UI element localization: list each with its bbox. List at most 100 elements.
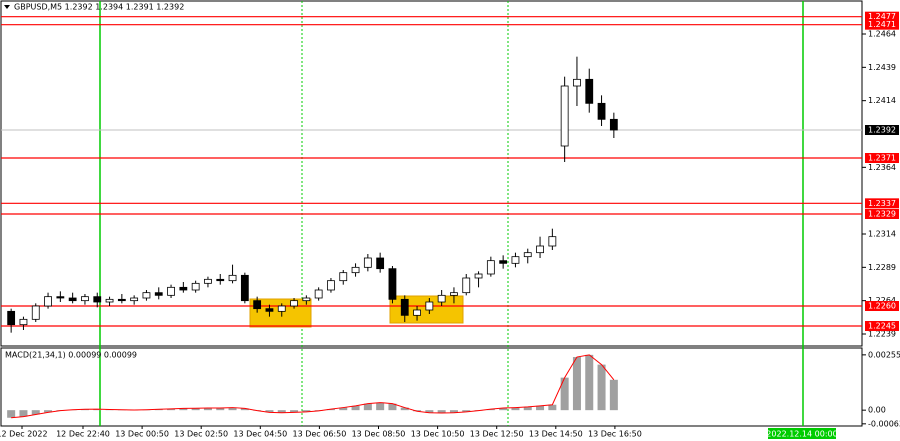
- candle-body: [425, 301, 434, 311]
- y-tick-label: 1.2464: [868, 30, 896, 39]
- candle-body: [376, 257, 385, 270]
- candle-body: [191, 282, 200, 291]
- x-tick-label: 13 Dec 14:50: [529, 430, 583, 439]
- chart-title: GBPUSD,M5 1.2392 1.2394 1.2391 1.2392: [14, 3, 184, 12]
- macd-bar: [179, 408, 188, 411]
- macd-bar: [191, 408, 200, 411]
- macd-bar: [326, 409, 335, 411]
- candle-body: [228, 274, 237, 282]
- collapse-icon: [4, 5, 10, 9]
- candle-body: [81, 296, 89, 302]
- candle-body: [105, 298, 114, 303]
- level-label-box: [865, 153, 899, 163]
- candle-body: [536, 245, 544, 254]
- macd-bar: [597, 364, 606, 411]
- time-marker-label: 2022.12.14 00:00: [766, 430, 837, 439]
- macd-bar: [609, 379, 618, 411]
- candle-body: [548, 236, 557, 247]
- macd-bar: [548, 404, 557, 411]
- macd-pane: [0, 347, 863, 427]
- x-tick-label: 13 Dec 12:50: [470, 430, 524, 439]
- candle-body: [363, 257, 372, 268]
- macd-bar: [511, 407, 520, 411]
- macd-bar: [167, 408, 176, 411]
- x-tick-label: 13 Dec 02:50: [174, 430, 228, 439]
- candle-body: [130, 297, 139, 302]
- candle-body: [462, 277, 471, 294]
- macd-bar: [486, 409, 495, 411]
- macd-bar: [499, 407, 508, 411]
- candle-body: [204, 278, 212, 284]
- level-label: 1.2477: [868, 12, 896, 21]
- y-tick-label: 1.2364: [868, 163, 896, 172]
- level-label: 1.2329: [868, 210, 896, 219]
- y-tick-label: 0.00255: [868, 350, 900, 359]
- candle-body: [388, 268, 397, 300]
- candle-body: [31, 305, 40, 320]
- macd-bar: [572, 357, 581, 411]
- level-label-box: [865, 19, 899, 30]
- candle-body: [573, 78, 581, 87]
- level-label-box: [865, 11, 899, 22]
- candle-body: [19, 318, 28, 326]
- macd-bar: [339, 407, 348, 411]
- level-label-box: [865, 198, 899, 209]
- macd-bar: [400, 407, 409, 411]
- candle-body: [253, 300, 262, 310]
- candle-body: [597, 102, 606, 120]
- candle-body: [56, 296, 65, 299]
- candle-body: [437, 294, 446, 303]
- candle-body: [523, 252, 532, 258]
- y-tick-label: 0.00: [868, 406, 886, 415]
- current-price-label: 1.2392: [868, 126, 896, 135]
- candle-body: [511, 256, 520, 264]
- candle-body: [240, 274, 249, 302]
- macd-bar: [560, 377, 569, 411]
- candle-body: [302, 297, 311, 302]
- candle-body: [68, 297, 77, 302]
- macd-bar: [585, 354, 594, 411]
- time-marker-box: [768, 428, 836, 439]
- macd-bar: [31, 410, 40, 415]
- macd-signal-line: [11, 354, 615, 419]
- x-tick-label: 13 Dec 00:50: [115, 430, 169, 439]
- macd-bar: [449, 410, 458, 413]
- macd-bar: [265, 410, 274, 413]
- candle-body: [339, 272, 348, 282]
- macd-bar: [437, 410, 446, 413]
- x-tick-label: 13 Dec 06:50: [292, 430, 346, 439]
- macd-bar: [413, 410, 422, 412]
- x-tick-label: 13 Dec 10:50: [411, 430, 465, 439]
- candle-body: [400, 298, 409, 316]
- y-tick-label: 1.2289: [868, 263, 896, 272]
- macd-bar: [536, 405, 545, 411]
- macd-bar: [228, 407, 237, 411]
- candle-body: [154, 292, 163, 296]
- level-label-box: [865, 321, 899, 331]
- y-tick-label: -0.00063: [868, 419, 900, 428]
- candle-body: [351, 266, 360, 274]
- macd-bar: [425, 410, 434, 413]
- macd-bar: [44, 410, 53, 413]
- candle-body: [560, 85, 569, 147]
- candle-body: [585, 78, 594, 104]
- macd-bar: [523, 406, 532, 411]
- candle-body: [142, 292, 151, 299]
- main-pane: [0, 0, 863, 347]
- y-tick-label: 1.2239: [868, 330, 896, 339]
- macd-bar: [290, 410, 299, 413]
- candle-body: [167, 286, 175, 296]
- macd-bar: [351, 405, 360, 411]
- candle-body: [93, 296, 102, 303]
- candle-body: [290, 300, 298, 307]
- candle-body: [499, 260, 508, 264]
- x-tick-label: 13 Dec 08:50: [352, 430, 406, 439]
- macd-bar: [7, 410, 16, 418]
- candle-body: [44, 296, 52, 307]
- macd-title: MACD(21,34,1) 0.00099 0.00099: [5, 351, 137, 360]
- candle-body: [314, 289, 323, 299]
- level-label: 1.2471: [868, 20, 896, 29]
- candle-body: [117, 298, 126, 302]
